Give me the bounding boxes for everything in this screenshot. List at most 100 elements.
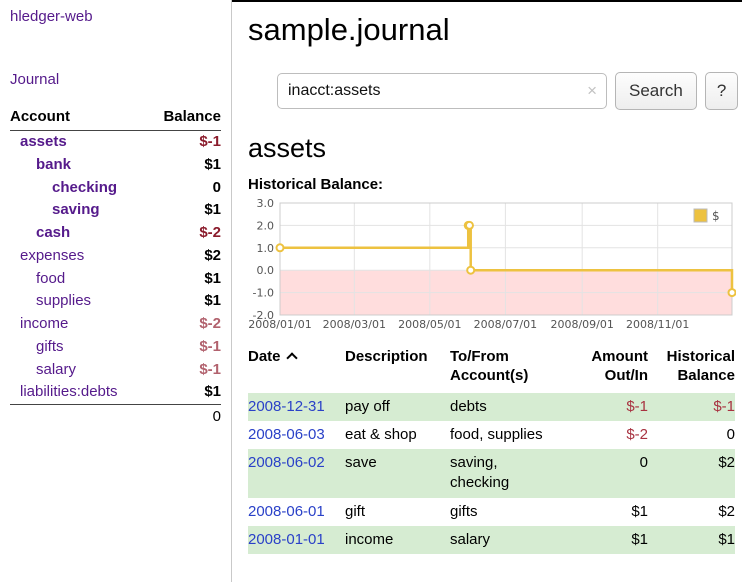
register-balance-cell: $2	[718, 454, 735, 471]
account-balance: 0	[212, 178, 221, 196]
register-date-link[interactable]: 2008-01-01	[248, 530, 325, 548]
account-link[interactable]: cash	[36, 224, 71, 241]
register-amount-cell: $1	[631, 530, 648, 548]
account-name-cell: liabilities:debts	[10, 381, 147, 404]
account-balance: $-2	[199, 315, 221, 332]
accounts-total-value: 0	[147, 403, 221, 430]
register-description-cell: pay off	[345, 397, 390, 415]
register-description-cell: income	[345, 530, 394, 548]
register-header-date-label: Date	[248, 348, 281, 365]
account-row: checking 0	[10, 177, 221, 200]
accounts-header-row: Account Balance	[10, 106, 221, 131]
account-link[interactable]: income	[20, 315, 69, 332]
account-balance: $1	[204, 383, 221, 401]
account-name-cell: assets	[10, 131, 147, 154]
register-date-link[interactable]: 2008-06-03	[248, 425, 325, 443]
account-row: gifts $-1	[10, 336, 221, 359]
register-description-cell: eat & shop	[345, 425, 417, 443]
account-link[interactable]: liabilities:debts	[20, 383, 118, 401]
account-name-cell: supplies	[10, 290, 147, 313]
accounts-table: Account Balance assets $-1 bank $1 checking 0…	[10, 106, 221, 430]
account-name-cell: checking	[10, 177, 147, 200]
register-date-cell: 2008-06-02	[248, 449, 345, 498]
register-header-balance: Historical Balance	[666, 348, 735, 384]
register-row: 2008-12-31 pay off debts $-1 $-1	[248, 392, 735, 421]
account-row: supplies $1	[10, 290, 221, 313]
account-balance: $1	[204, 155, 221, 173]
legend-label: $	[712, 209, 720, 223]
account-row: expenses $2	[10, 245, 221, 268]
account-balance: $2	[204, 246, 221, 264]
account-name-cell: bank	[10, 154, 147, 177]
register-balance-cell: $-1	[713, 397, 735, 415]
register-date-link[interactable]: 2008-12-31	[248, 397, 325, 415]
account-link[interactable]: checking	[52, 178, 118, 196]
register-date-link[interactable]: 2008-06-01	[248, 502, 325, 520]
account-link[interactable]: salary	[36, 360, 77, 378]
register-header-row: Date Description To/From Account(s) Amou…	[248, 346, 735, 393]
account-balance: $1	[204, 292, 221, 310]
account-name-cell: gifts	[10, 336, 147, 359]
svg-text:-2.0: -2.0	[253, 309, 274, 322]
svg-text:-1.0: -1.0	[253, 287, 274, 300]
search-box: ×	[277, 73, 607, 109]
account-row: income $-2	[10, 313, 221, 336]
historical-balance-chart: 3.0 2.0 1.0 0.0 -1.0 -2.0 2008/01/01 2008/03/01…	[248, 197, 737, 332]
account-name-cell: income	[10, 313, 147, 336]
register-accounts-cell: gifts	[450, 502, 478, 520]
search-form: × Search ?	[277, 72, 739, 110]
clear-search-icon[interactable]: ×	[587, 81, 597, 100]
register-description-cell: save	[345, 454, 377, 471]
register-header-date[interactable]: Date	[248, 346, 345, 393]
account-link[interactable]: saving	[52, 201, 100, 219]
register-accounts-cell: food, supplies	[450, 425, 543, 443]
register-accounts-cell: saving, checking	[450, 454, 510, 492]
account-link[interactable]: expenses	[20, 246, 85, 264]
accounts-header-account: Account	[10, 106, 148, 131]
search-input[interactable]	[288, 82, 580, 100]
register-date-link[interactable]: 2008-06-02	[248, 454, 325, 471]
app-title-link[interactable]: hledger-web	[10, 8, 93, 25]
account-balance: $-1	[199, 133, 221, 150]
svg-text:3.0: 3.0	[257, 198, 275, 210]
register-date-cell: 2008-06-03	[248, 421, 345, 449]
sidebar: hledger-web Journal Account Balance asse…	[0, 0, 232, 582]
account-name-cell: expenses	[10, 245, 147, 268]
account-name-cell: cash	[10, 222, 147, 245]
svg-text:2008/03/01: 2008/03/01	[323, 318, 386, 331]
sidebar-journal-link[interactable]: Journal	[10, 71, 60, 88]
svg-text:2008/11/01: 2008/11/01	[626, 318, 689, 331]
register-balance-cell: 0	[726, 425, 735, 443]
account-link[interactable]: food	[36, 269, 66, 287]
accounts-header-balance: Balance	[147, 106, 221, 131]
account-link[interactable]: bank	[36, 155, 72, 173]
data-point-marker	[727, 288, 737, 298]
register-amount-cell: $1	[631, 502, 648, 520]
account-row: liabilities:debts $1	[10, 381, 221, 404]
account-name-cell: saving	[10, 199, 147, 222]
register-amount-cell: $-2	[626, 425, 648, 443]
account-row: assets $-1	[10, 131, 221, 154]
register-header-amount: Amount Out/In	[591, 348, 648, 384]
data-point-marker	[464, 220, 474, 230]
account-balance: $-1	[199, 360, 221, 378]
account-link[interactable]: assets	[20, 133, 67, 150]
svg-text:2008/07/01: 2008/07/01	[474, 318, 537, 331]
search-button[interactable]: Search	[615, 72, 697, 110]
register-date-cell: 2008-06-01	[248, 498, 345, 526]
account-link[interactable]: gifts	[36, 337, 64, 355]
svg-text:0.0: 0.0	[257, 264, 275, 277]
help-button[interactable]: ?	[704, 72, 739, 110]
legend-swatch	[693, 208, 708, 223]
account-link[interactable]: supplies	[36, 292, 92, 310]
register-description-cell: gift	[345, 502, 366, 520]
chart-title: Historical Balance:	[248, 176, 384, 193]
account-heading: assets	[248, 133, 327, 163]
svg-text:2.0: 2.0	[257, 219, 275, 232]
register-date-cell: 2008-12-31	[248, 393, 345, 421]
register-balance-cell: $2	[718, 502, 735, 520]
sort-ascending-icon	[285, 352, 298, 364]
register-table: Date Description To/From Account(s) Amou…	[248, 346, 735, 554]
account-balance: $1	[204, 201, 221, 219]
